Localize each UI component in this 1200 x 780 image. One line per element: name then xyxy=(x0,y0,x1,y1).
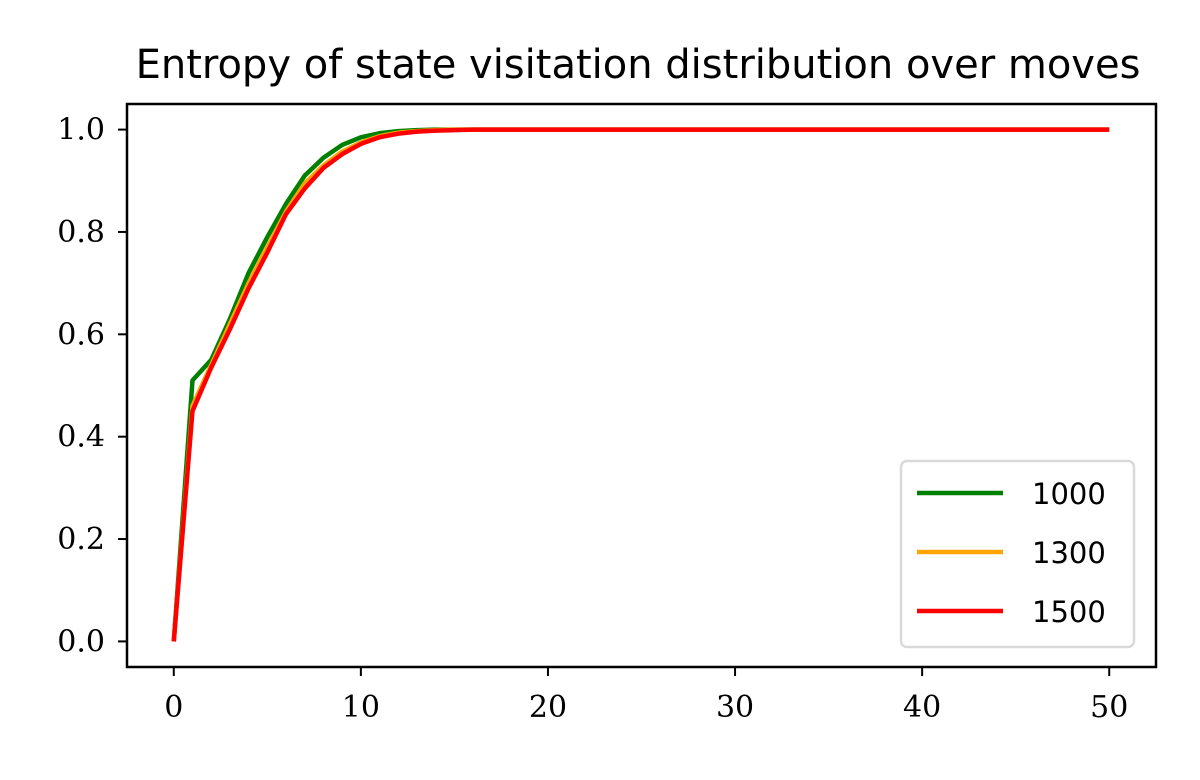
x-tick-label: 30 xyxy=(716,690,754,725)
y-tick-label: 1.0 xyxy=(57,113,105,148)
legend-label-1300: 1300 xyxy=(1032,536,1106,570)
x-tick-label: 50 xyxy=(1090,690,1128,725)
y-tick-label: 0.8 xyxy=(57,215,105,250)
x-axis: 0 10 20 30 40 50 xyxy=(164,667,1128,725)
y-tick-label: 0.4 xyxy=(57,420,105,455)
legend-label-1500: 1500 xyxy=(1032,595,1106,629)
x-tick-label: 20 xyxy=(529,690,567,725)
x-tick-label: 40 xyxy=(903,690,941,725)
series-line-1500 xyxy=(171,127,1110,642)
y-tick-label: 0.2 xyxy=(57,522,105,557)
series-lines xyxy=(171,127,1110,642)
legend-box xyxy=(899,459,1136,649)
y-axis: 0.0 0.2 0.4 0.6 0.8 1.0 xyxy=(57,113,127,659)
x-tick-label: 0 xyxy=(164,690,183,725)
legend-label-1000: 1000 xyxy=(1032,477,1106,511)
x-tick-label: 10 xyxy=(342,690,380,725)
plot-area-frame xyxy=(125,102,1158,669)
chart-title: Entropy of state visitation distribution… xyxy=(136,42,1141,88)
y-tick-label: 0.0 xyxy=(57,624,105,659)
y-tick-label: 0.6 xyxy=(57,317,105,352)
legend: 1000 1300 1500 xyxy=(899,459,1136,649)
